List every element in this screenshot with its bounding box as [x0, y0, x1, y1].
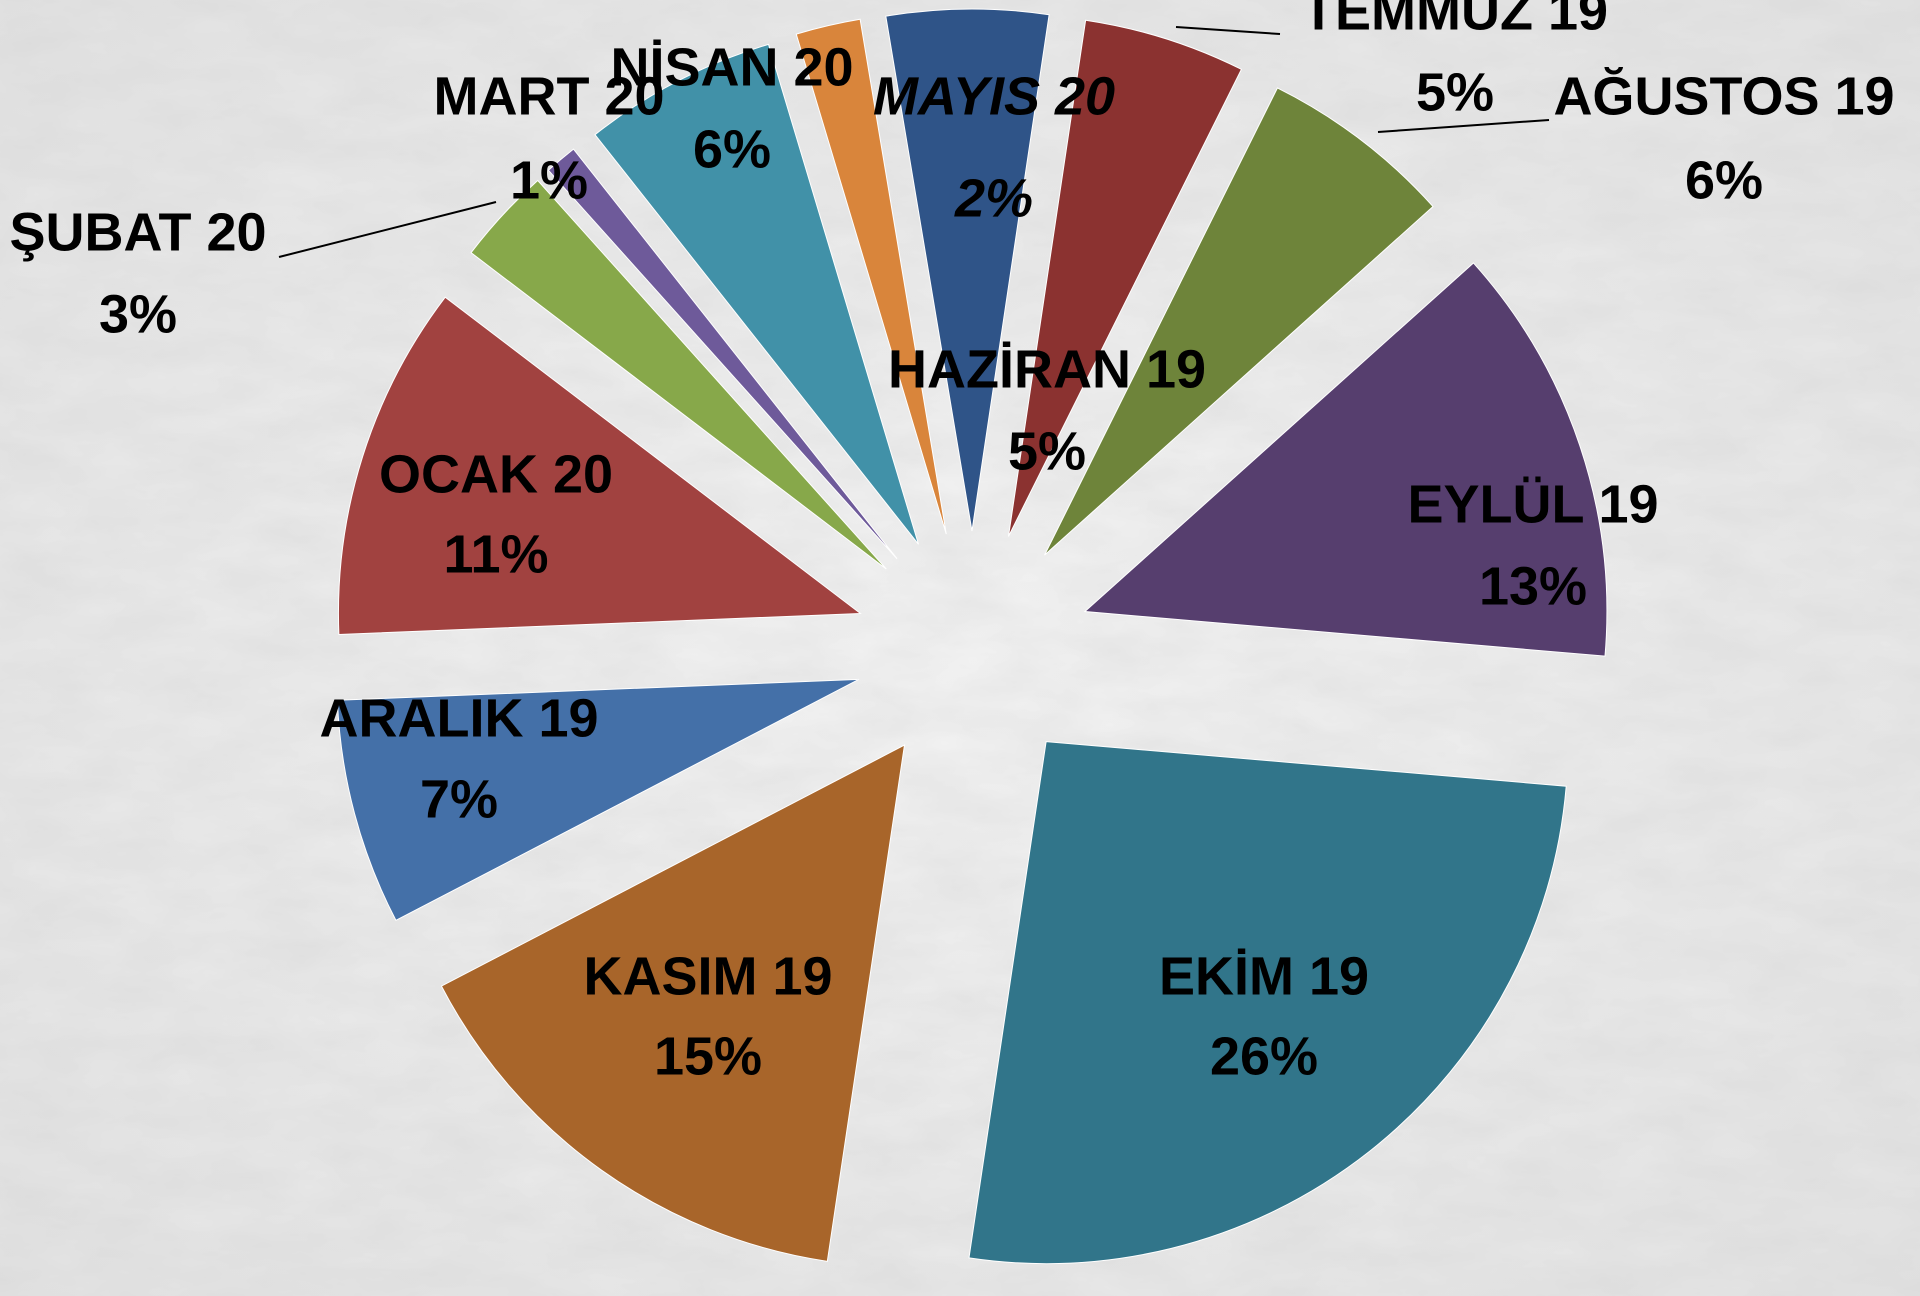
pie-slice	[885, 8, 1050, 532]
slice-value-label: 2%	[954, 168, 1033, 228]
leader-line	[1175, 26, 1281, 35]
leader-line	[1377, 119, 1550, 133]
pie-slice	[336, 678, 860, 922]
pie-slice	[1044, 87, 1434, 556]
pie-slice	[440, 744, 906, 1262]
slice-value-label: 5%	[1416, 62, 1494, 122]
slice-label: ŞUBAT 20	[9, 202, 266, 262]
slice-value-label: 6%	[1685, 150, 1763, 210]
pie-slice	[337, 296, 862, 635]
slice-label: NİSAN 20	[610, 37, 853, 97]
slice-value-label: 6%	[693, 119, 771, 179]
slice-label: KASIM 19	[583, 946, 832, 1006]
slice-value-label: 11%	[443, 524, 548, 584]
slice-label: EKİM 19	[1159, 946, 1369, 1006]
slice-value-label: 13%	[1479, 556, 1587, 616]
pie-slice	[594, 43, 919, 545]
pie-slice	[1007, 19, 1243, 537]
slice-value-label: 5%	[1008, 421, 1086, 481]
pie-slice	[547, 148, 898, 560]
pie-slice	[470, 179, 887, 570]
leader-line	[278, 201, 497, 258]
pie-slice	[968, 741, 1567, 1265]
slice-label: TEMMUZ 19	[1302, 0, 1608, 41]
slice-label: EYLÜL 19	[1407, 474, 1658, 534]
slice-label: MART 20	[433, 66, 664, 126]
slice-value-label: 7%	[420, 769, 498, 829]
slice-value-label: 3%	[99, 284, 177, 344]
slice-label: ARALIK 19	[319, 688, 598, 748]
slice-label: AĞUSTOS 19	[1553, 66, 1894, 126]
slice-value-label: 26%	[1210, 1026, 1318, 1086]
pie-slice	[795, 18, 947, 535]
slice-value-label: 1%	[510, 150, 588, 210]
slice-value-label: 15%	[654, 1026, 762, 1086]
slice-label: OCAK 20	[379, 444, 613, 504]
pie-slice	[1083, 262, 1608, 657]
slice-label: MAYIS 20	[873, 66, 1115, 126]
slice-label: HAZİRAN 19	[888, 339, 1206, 399]
